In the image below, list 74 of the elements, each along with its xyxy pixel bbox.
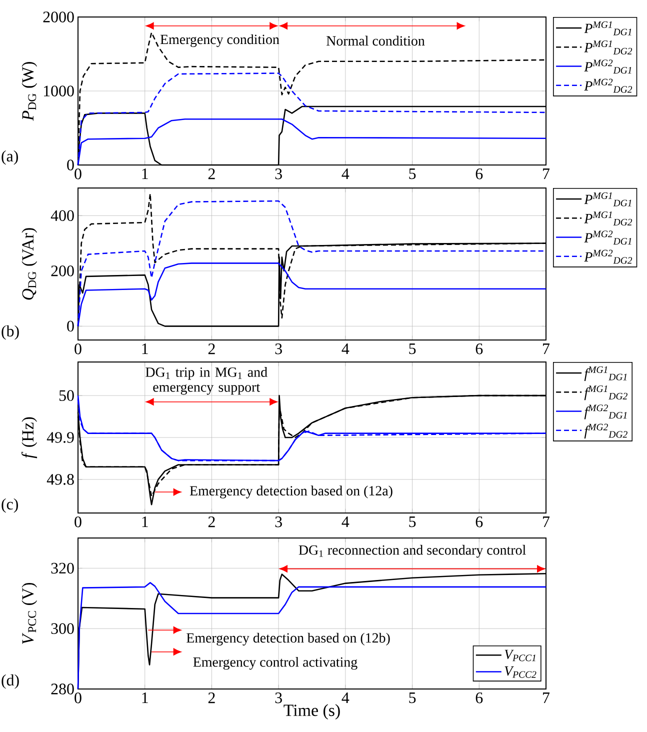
x-tick-label: 0 xyxy=(74,168,82,180)
legend-label: P$^{MG1}$DG1 xyxy=(584,21,632,36)
x-tick-label: 4 xyxy=(342,344,350,354)
x-tick-label: 0 xyxy=(74,344,82,354)
annotation: Normal condition xyxy=(326,36,425,46)
legend-label: P$^{MG2}$DG2 xyxy=(584,250,632,264)
text: (a) xyxy=(2,150,18,165)
x-tick-label: 0 xyxy=(74,516,82,528)
y-axis-title: Q$_{DG}$ (VAr) xyxy=(22,228,38,300)
y-tick-label: 50 xyxy=(59,390,74,401)
x-tick-label: 5 xyxy=(409,692,416,704)
legend-label: f$^{MG1}$DG2 xyxy=(584,386,628,400)
y-tick-label: 200 xyxy=(51,266,74,276)
x-tick-label: 7 xyxy=(543,168,550,179)
x-tick-label: 2 xyxy=(208,168,215,180)
legend-label: P$^{MG2}$DG1 xyxy=(584,230,632,245)
x-tick-label: 0 xyxy=(74,692,82,704)
x-tick-label: 4 xyxy=(342,168,350,180)
legend-label: P$^{MG2}$DG1 xyxy=(584,60,632,74)
x-tick-label: 5 xyxy=(409,516,416,528)
y-tick-label: 320 xyxy=(51,562,74,574)
legend-label: P$^{MG1}$DG2 xyxy=(584,212,632,226)
legend-label: f$^{MG2}$DG2 xyxy=(584,424,628,438)
x-tick-label: 7 xyxy=(543,692,550,703)
legend-label: P$^{MG1}$DG2 xyxy=(584,40,632,54)
annotation: DG$_{1}$ trip in MG$_{1}$ and emergency support xyxy=(146,367,268,395)
legend-label: P$^{MG1}$DG1 xyxy=(584,192,632,206)
annotation: DG$_{1}$ reconnection and secondary control xyxy=(298,544,526,558)
x-tick-label: 2 xyxy=(208,692,215,704)
legend-label: V$_{PCC1}$ xyxy=(504,650,536,662)
x-tick-label: 6 xyxy=(476,692,483,704)
x-tick-label: 1 xyxy=(142,168,148,180)
x-tick-label: 4 xyxy=(342,692,350,704)
legend-label: f$^{MG2}$DG1 xyxy=(584,404,627,420)
text: (c) xyxy=(2,498,18,513)
legend-label: P$^{MG2}$DG2 xyxy=(584,78,632,93)
x-tick-label: 2 xyxy=(208,516,215,528)
x-tick-label: 6 xyxy=(476,516,483,528)
x-tick-label: 5 xyxy=(409,168,416,180)
text: (b) xyxy=(2,325,19,340)
x-tick-label: 3 xyxy=(275,168,282,180)
x-tick-label: 3 xyxy=(275,692,282,704)
y-tick-label: 2000 xyxy=(43,12,74,22)
x-tick-label: 3 xyxy=(275,516,282,528)
legend-label: f$^{MG1}$DG1 xyxy=(584,366,627,382)
y-tick-label: 0 xyxy=(67,320,74,332)
text: (d) xyxy=(2,674,19,689)
y-tick-label: 280 xyxy=(51,684,74,694)
y-axis-title: V$_{PCC}$ (V) xyxy=(22,582,38,644)
x-tick-label: 3 xyxy=(275,344,282,354)
x-tick-label: 4 xyxy=(342,516,350,528)
x-tick-label: 1 xyxy=(142,692,148,704)
y-tick-label: 1000 xyxy=(44,86,74,96)
x-tick-label: 7 xyxy=(543,516,550,527)
annotation: Emergency control activating xyxy=(193,656,358,670)
x-tick-label: 6 xyxy=(476,168,483,180)
y-axis-title: P$_{DG}$ (W) xyxy=(22,62,38,121)
annotation: Emergency detection based on (12a) xyxy=(190,486,392,498)
x-tick-label: 1 xyxy=(142,344,148,354)
y-axis-title: f (Hz) xyxy=(22,417,38,458)
annotation: Emergency condition xyxy=(160,34,280,48)
x-tick-label: 7 xyxy=(543,344,550,354)
legend-label: V$_{PCC2}$ xyxy=(504,666,536,678)
y-tick-label: 300 xyxy=(51,623,74,634)
x-tick-label: 1 xyxy=(142,516,148,528)
y-tick-label: 49.9 xyxy=(46,432,74,443)
x-axis-title: Time (s) xyxy=(284,704,340,720)
x-tick-label: 5 xyxy=(409,344,416,354)
x-tick-label: 6 xyxy=(476,344,483,354)
y-tick-label: 400 xyxy=(50,210,74,222)
y-tick-label: 0 xyxy=(67,160,74,170)
annotation: Emergency detection based on (12b) xyxy=(186,632,390,646)
y-tick-label: 49.8 xyxy=(46,474,74,485)
x-tick-label: 2 xyxy=(208,344,215,354)
